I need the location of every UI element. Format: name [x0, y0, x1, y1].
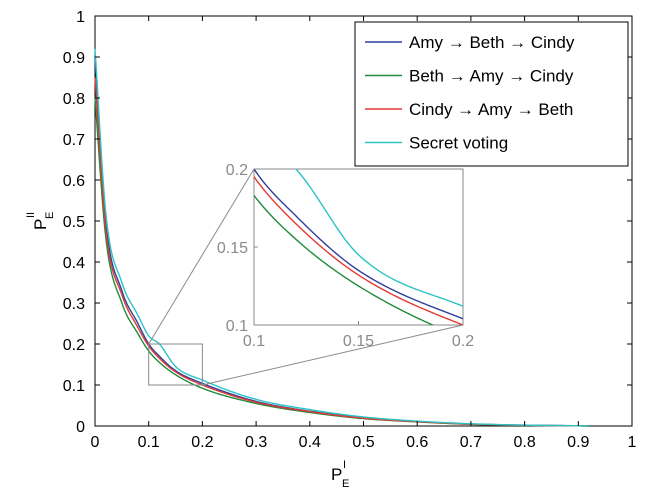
inset-series-line-0	[254, 169, 463, 320]
x-tick-label: 0.4	[299, 434, 321, 451]
y-tick-label: 0.1	[63, 378, 85, 395]
legend-label-0: Amy → Beth → Cindy	[409, 33, 575, 52]
legend-label-2: Cindy → Amy → Beth	[409, 100, 573, 119]
legend-label-1: Beth → Amy → Cindy	[409, 67, 574, 86]
inset-series-line-1	[254, 194, 435, 325]
inset-plot: 0.1 0.15 0.2 0.1 0.15 0.2	[217, 162, 474, 350]
main-plot-area: 0 0.1 0.2 0.3 0.4 0.5 0.6 0.7 0.8 0.9 1 0 0.1 0.2 0.3 0…	[63, 9, 637, 451]
x-tick-label: 0.6	[406, 434, 428, 451]
y-tick-label: 0.7	[63, 132, 85, 149]
x-tick-label: 0.7	[460, 434, 482, 451]
y-tick-label: 0.2	[63, 337, 85, 354]
y-axis-label-sup: II	[25, 212, 37, 218]
y-tick-label: 0.8	[63, 91, 85, 108]
x-tick-label: 0.8	[513, 434, 535, 451]
series-line-3	[94, 48, 590, 427]
zoom-guides	[148, 168, 464, 386]
x-tick-label: 1	[628, 434, 637, 451]
x-axis-label-sup: I	[343, 459, 346, 471]
x-tick-label: 0.3	[245, 434, 267, 451]
zoom-guide-line-top	[148, 168, 255, 345]
zoom-region-box	[148, 343, 203, 386]
y-tick-label: 1	[76, 9, 85, 26]
x-axis-label-sub: E	[342, 478, 349, 490]
y-tick-label: 0	[76, 419, 85, 436]
inset-series-line-3	[294, 169, 463, 308]
inset-x-tick-label: 0.2	[452, 333, 474, 350]
y-axis-label-group: PE II	[25, 212, 56, 230]
main-series-group	[94, 48, 590, 427]
inset-series-line-2	[254, 175, 463, 325]
x-tick-label: 0.9	[567, 434, 589, 451]
inset-y-tick-label: 0.15	[217, 240, 248, 257]
inset-y-tick-label: 0.1	[226, 318, 248, 335]
y-tick-label: 0.4	[63, 255, 85, 272]
inset-x-tick-label: 0.15	[343, 333, 374, 350]
y-axis-label-main: P	[31, 219, 50, 230]
x-tick-label: 0.5	[352, 434, 374, 451]
zoom-guide-line-bottom	[202, 324, 464, 386]
legend: Amy → Beth → Cindy Beth → Amy → Cindy Cind…	[354, 21, 629, 167]
x-tick-label: 0.1	[138, 434, 160, 451]
inset-y-tick-label: 0.2	[226, 162, 248, 179]
x-axis-label-main: P	[331, 465, 342, 484]
legend-label-3: Secret voting	[409, 134, 508, 153]
y-axis-label-sub: E	[44, 212, 56, 219]
x-tick-label: 0	[91, 434, 100, 451]
main-ticks-group: 0 0.1 0.2 0.3 0.4 0.5 0.6 0.7 0.8 0.9 1 0 0.1 0.2 0.3 0…	[63, 9, 637, 451]
y-tick-label: 0.9	[63, 50, 85, 67]
inset-series-group	[254, 169, 463, 325]
y-tick-label: 0.6	[63, 173, 85, 190]
x-tick-label: 0.2	[191, 434, 213, 451]
y-tick-label: 0.5	[63, 214, 85, 231]
inset-frame	[253, 168, 464, 326]
y-tick-label: 0.3	[63, 296, 85, 313]
inset-x-tick-label: 0.1	[243, 333, 265, 350]
